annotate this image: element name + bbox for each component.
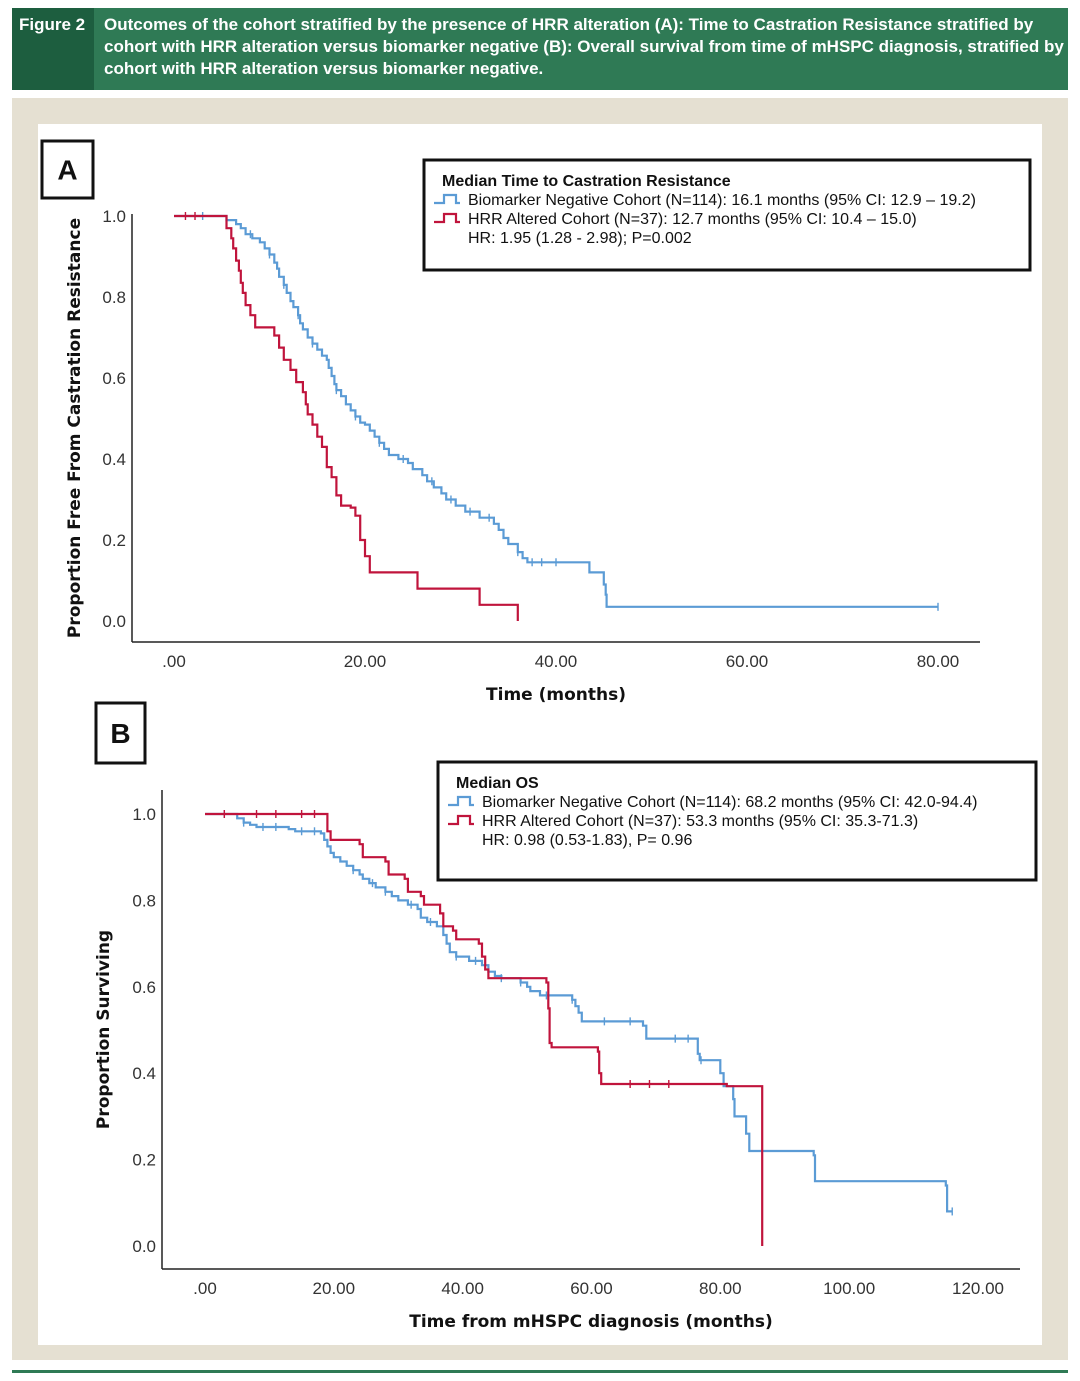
legend: Median Time to Castration Resistance Biom… — [422, 158, 1032, 272]
y-tick-label: 0.2 — [132, 1151, 156, 1170]
figure-label: Figure 2 — [12, 8, 94, 90]
bottom-rule — [12, 1370, 1068, 1373]
figure-caption: Outcomes of the cohort stratified by the… — [104, 15, 1064, 78]
km-curve-biomarker-negative — [174, 214, 938, 608]
legend-box — [422, 158, 1032, 272]
y-tick-label: 1.0 — [102, 207, 126, 226]
km-curve-hrr-altered — [174, 214, 519, 621]
x-tick-label: .00 — [193, 1279, 217, 1298]
km-curve-biomarker-negative — [205, 812, 953, 1213]
legend-swatch — [448, 814, 474, 826]
x-axis-label: Time (months) — [486, 685, 626, 705]
y-tick-label: 0.0 — [132, 1237, 156, 1256]
legend-swatch — [434, 212, 460, 224]
x-tick-label: 80.00 — [917, 652, 960, 671]
figure-header: Figure 2 Outcomes of the cohort stratifi… — [12, 8, 1068, 90]
legend-entry: HRR Altered Cohort (N=37): 12.7 months (… — [468, 211, 917, 228]
legend-note: HR: 0.98 (0.53-1.83), P= 0.96 — [482, 832, 692, 849]
x-tick-label: .00 — [162, 652, 186, 671]
x-tick-label: 100.00 — [823, 1279, 875, 1298]
legend-entry: HRR Altered Cohort (N=37): 53.3 months (… — [482, 813, 918, 830]
panel-letter: B — [110, 718, 130, 749]
y-tick-label: 0.6 — [102, 369, 126, 388]
x-axis-label: Time from mHSPC diagnosis (months) — [409, 1312, 773, 1332]
legend-swatch — [448, 795, 474, 807]
legend-title: Median OS — [456, 775, 539, 792]
chart-panel-a: 0.0 0.2 0.4 0.6 0.8 1.0 .00 20.00 40.00 60.00 80.0… — [40, 139, 1032, 705]
y-tick-label: 0.4 — [102, 450, 126, 469]
x-tick-label: 120.00 — [952, 1279, 1004, 1298]
x-tick-label: 20.00 — [344, 652, 387, 671]
y-tick-label: 0.0 — [102, 612, 126, 631]
y-tick-label: 0.8 — [132, 891, 156, 910]
figure-panel — [38, 124, 1042, 1345]
legend-entry: Biomarker Negative Cohort (N=114): 68.2 … — [482, 794, 978, 811]
legend-swatch — [434, 193, 460, 205]
legend: Median OS Biomarker Negative Cohort (N=11… — [436, 760, 1038, 882]
y-tick-label: 0.6 — [132, 978, 156, 997]
x-tick-label: 40.00 — [535, 652, 578, 671]
x-tick-label: 40.00 — [441, 1279, 484, 1298]
panel-letter: A — [57, 155, 77, 186]
legend-note: HR: 1.95 (1.28 - 2.98); P=0.002 — [468, 230, 692, 247]
y-tick-label: 0.2 — [102, 531, 126, 550]
y-axis-label: Proportion Free From Castration Resistan… — [65, 218, 85, 638]
x-tick-label: 20.00 — [313, 1279, 356, 1298]
panel-letter-box — [94, 701, 147, 765]
x-tick-label: 80.00 — [699, 1279, 742, 1298]
km-curve-hrr-altered — [205, 812, 764, 1246]
x-tick-label: 60.00 — [570, 1279, 613, 1298]
y-tick-label: 0.4 — [132, 1064, 156, 1083]
legend-box — [436, 760, 1038, 882]
panel-letter-box — [40, 139, 95, 200]
legend-entry: Biomarker Negative Cohort (N=114): 16.1 … — [468, 192, 976, 209]
chart-panel-b: 0.0 0.2 0.4 0.6 0.8 1.0 .00 20.00 40.00 60.00 80.0… — [94, 701, 1038, 1332]
y-tick-label: 1.0 — [132, 805, 156, 824]
y-axis-label: Proportion Surviving — [94, 930, 114, 1129]
x-tick-label: 60.00 — [726, 652, 769, 671]
legend-title: Median Time to Castration Resistance — [442, 173, 731, 190]
y-tick-label: 0.8 — [102, 288, 126, 307]
